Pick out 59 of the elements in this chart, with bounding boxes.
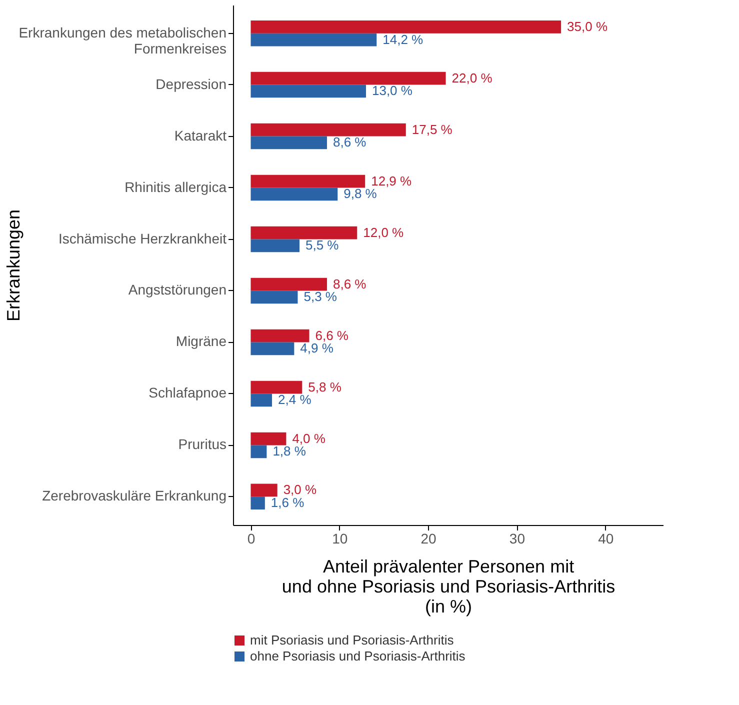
bar bbox=[250, 484, 278, 497]
data-label: 5,3 % bbox=[304, 289, 338, 304]
data-label: 2,4 % bbox=[278, 392, 312, 408]
bar bbox=[250, 226, 358, 240]
data-label: 1,6 % bbox=[270, 495, 305, 510]
data-label: 4,9 % bbox=[300, 340, 334, 356]
bar bbox=[250, 72, 446, 85]
x-tick-label: 20 bbox=[420, 530, 437, 546]
data-label: 12,0 % bbox=[363, 224, 404, 240]
bar bbox=[250, 239, 300, 252]
y-tick-label: Ischämische Herzkrankheit bbox=[58, 230, 227, 246]
data-label: 12,9 % bbox=[371, 173, 412, 188]
x-tick-label: 0 bbox=[247, 530, 256, 546]
y-tick-label: Angststörungen bbox=[128, 282, 226, 298]
x-tick-label: 30 bbox=[509, 530, 526, 546]
data-label: 35,0 % bbox=[567, 18, 608, 34]
bar bbox=[250, 33, 377, 46]
bar bbox=[250, 20, 562, 34]
y-tick-label: Migräne bbox=[176, 333, 227, 350]
data-label: 8,6 % bbox=[332, 276, 367, 292]
data-label: 13,0 % bbox=[372, 83, 413, 98]
y-tick-label: Zerebrovaskuläre Erkrankung bbox=[42, 488, 226, 504]
data-label: 5,8 % bbox=[308, 379, 342, 394]
data-label: 8,6 % bbox=[332, 134, 367, 150]
bar bbox=[250, 380, 302, 394]
y-tick-label: Schlafapnoe bbox=[148, 384, 227, 401]
y-axis-title: Erkrankungen bbox=[4, 209, 24, 322]
bar bbox=[250, 445, 267, 458]
bar bbox=[250, 329, 310, 342]
bar bbox=[250, 278, 327, 291]
data-label: 9,8 % bbox=[344, 186, 378, 202]
data-label: 6,6 % bbox=[315, 328, 349, 343]
bar bbox=[250, 188, 338, 201]
bar bbox=[250, 432, 286, 446]
y-tick-label: Pruritus bbox=[178, 436, 226, 452]
x-axis-title: Anteil prävalenter Personen mit und ohne Psoriasis und Psoriasis-Arthritis (in %) bbox=[282, 556, 616, 616]
bar bbox=[250, 290, 298, 304]
bar bbox=[250, 123, 406, 136]
data-label: 14,2 % bbox=[382, 32, 424, 47]
bar bbox=[250, 496, 265, 510]
y-tick-label: Katarakt bbox=[174, 127, 227, 144]
data-label: 17,5 % bbox=[412, 122, 453, 137]
x-tick-label: 40 bbox=[598, 530, 614, 546]
x-tick-label: 10 bbox=[332, 530, 348, 546]
bar bbox=[250, 84, 366, 98]
y-tick-label: Rhinitis allergica bbox=[124, 178, 227, 195]
data-label: 3,0 % bbox=[283, 482, 318, 498]
y-tick-label: Erkrankungen des metabolischen Formenkreises bbox=[18, 24, 226, 56]
data-label: 5,5 % bbox=[305, 238, 340, 253]
data-label: 4,0 % bbox=[292, 430, 326, 446]
bar bbox=[250, 174, 366, 188]
legend-label: ohne Psoriasis und Psoriasis-Arthritis bbox=[250, 648, 466, 664]
bar bbox=[250, 394, 272, 407]
data-label: 22,0 % bbox=[452, 70, 493, 86]
y-tick-label: Depression bbox=[156, 76, 226, 92]
data-label: 1,8 % bbox=[272, 444, 306, 459]
bar bbox=[250, 342, 294, 356]
legend-label: mit Psoriasis und Psoriasis-Arthritis bbox=[250, 632, 454, 648]
bar bbox=[250, 136, 327, 150]
